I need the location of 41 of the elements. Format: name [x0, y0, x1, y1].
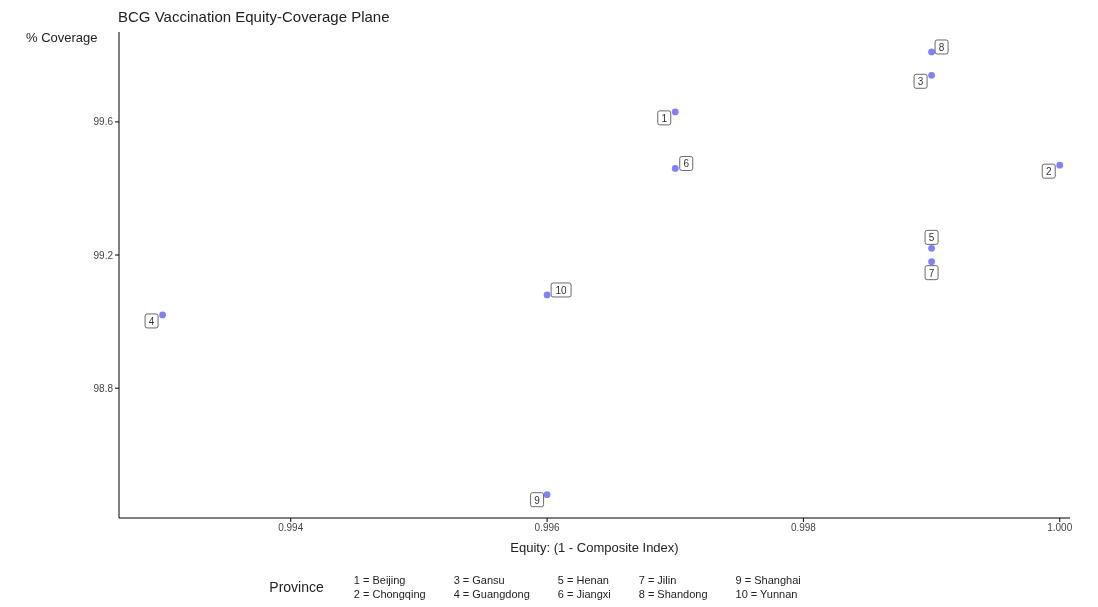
annotation: 9 [534, 494, 541, 506]
annotation: 7 [928, 267, 935, 279]
y-tick-label: 99.6 [93, 116, 114, 128]
text: 7 = Jilin [638, 573, 678, 587]
point [928, 48, 935, 56]
x-tick-label: 1.000 [1047, 522, 1073, 534]
text: 9 = Shanghai [735, 573, 801, 587]
x-tick-label: 0.996 [534, 522, 561, 534]
legend-title: Province [269, 579, 324, 595]
point [928, 71, 935, 79]
text: 10 = Yunnan [735, 587, 799, 601]
text: 1 = Beijing [353, 573, 407, 587]
annotation: 4 [148, 315, 155, 327]
text: 5 = Henan [557, 573, 610, 587]
text: 4 = Guangdong [453, 587, 530, 601]
text: 8 = Shandong [638, 587, 708, 601]
text: 2 = Chongqing [353, 587, 426, 601]
annotation: 8 [938, 41, 945, 53]
annotation: 1 [661, 112, 668, 124]
annotation: 3 [917, 76, 924, 88]
point [928, 244, 935, 252]
annotation: 6 [683, 158, 690, 170]
y-tick-label: 99.2 [93, 249, 114, 261]
x-tick-label: 0.998 [790, 522, 817, 534]
annotation: 2 [1045, 166, 1052, 178]
point [543, 291, 551, 299]
point [671, 108, 679, 116]
point [1056, 161, 1064, 169]
text: 3 = Gansu [453, 573, 506, 587]
x-axis-title: Equity: (1 - Composite Index) [509, 540, 680, 555]
annotation: 5 [928, 232, 935, 244]
chart-title: BCG Vaccination Equity-Coverage Plane [118, 8, 390, 25]
point [928, 258, 935, 266]
point [671, 165, 679, 172]
text: 6 = Jiangxi [557, 587, 611, 601]
point [543, 491, 551, 499]
point [159, 311, 166, 319]
y-axis-title: % Coverage [26, 30, 98, 45]
annotation: 10 [555, 284, 568, 296]
y-tick-label: 98.8 [93, 382, 114, 394]
x-tick-label: 0.994 [278, 522, 304, 534]
